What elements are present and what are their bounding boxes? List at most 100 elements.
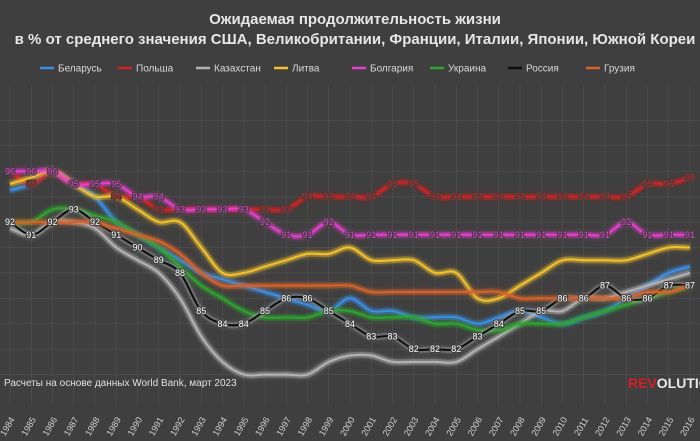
data-label: 94 [536, 192, 546, 202]
data-label: 91 [451, 230, 461, 240]
data-label: 87 [664, 281, 674, 291]
data-label: 93 [196, 204, 206, 214]
legend-entry: Украина [448, 64, 487, 75]
data-label: 86 [621, 293, 631, 303]
series-line [10, 220, 691, 300]
legend-entry: Казахстан [214, 64, 261, 75]
data-label: 85 [324, 306, 334, 316]
data-label: 86 [642, 293, 652, 303]
data-label: 94 [430, 192, 440, 202]
legend-entry: Болгария [370, 64, 413, 75]
data-label: 91 [557, 230, 567, 240]
data-label: 94 [579, 192, 589, 202]
series-line [9, 170, 691, 302]
data-label: 94 [132, 192, 142, 202]
x-tick-label: 2013 [614, 415, 633, 437]
data-label: 86 [557, 293, 567, 303]
x-tick-label: 1999 [317, 415, 336, 437]
data-label: 82 [409, 344, 419, 354]
x-tick-label: 1995 [232, 415, 251, 437]
data-label: 95 [69, 179, 79, 189]
x-tick-label: 2012 [593, 415, 612, 437]
chart-title: Ожидаемая продолжительность жизни [209, 11, 501, 28]
series-group [8, 167, 691, 379]
data-labels: 96 95 96 95 95 94 94 93 93 93 93 93 93 93 94 94 94 94 95 95… [4, 165, 696, 355]
data-label: 87 [685, 281, 695, 291]
data-label: 91 [302, 230, 312, 240]
data-label: 94 [621, 192, 631, 202]
data-label: 93 [175, 204, 185, 214]
data-label: 94 [472, 192, 482, 202]
data-label: 94 [132, 192, 142, 202]
x-tick-label: 2006 [466, 415, 485, 437]
series-line [9, 169, 690, 238]
x-tick-label: 1988 [83, 415, 102, 437]
data-label: 91 [366, 230, 376, 240]
data-label: 92 [621, 217, 631, 227]
data-label: 91 [281, 230, 291, 240]
data-label: 82 [451, 344, 461, 354]
legend-entry: Польша [136, 64, 174, 75]
legend-entry: Литва [292, 64, 320, 75]
x-tick-label: 1990 [126, 415, 145, 437]
x-tick-label: 1987 [62, 415, 81, 437]
x-tick-label: 2010 [551, 415, 570, 437]
data-label: 86 [281, 293, 291, 303]
x-tick-label: 1998 [296, 415, 315, 437]
data-label: 94 [324, 192, 334, 202]
x-tick-label: 1996 [253, 415, 272, 437]
legend-entry: Россия [526, 64, 559, 75]
data-label: 84 [217, 319, 227, 329]
brand-logo-part-1: REV [628, 375, 657, 391]
data-label: 85 [515, 306, 525, 316]
data-label: 93 [217, 204, 227, 214]
data-label: 91 [409, 230, 419, 240]
data-label: 89 [154, 255, 164, 265]
data-label: 95 [90, 179, 100, 189]
data-label: 92 [90, 217, 100, 227]
legend-entry: Грузия [604, 64, 635, 75]
series-line [9, 207, 691, 332]
data-label: 94 [557, 192, 567, 202]
data-label: 91 [536, 230, 546, 240]
x-tick-label: 1997 [274, 415, 293, 437]
data-label: 95 [26, 179, 36, 189]
data-label: 88 [175, 268, 185, 278]
data-label: 95 [387, 179, 397, 189]
source-note: Расчеты на основе данных World Bank, мар… [4, 378, 237, 389]
data-label: 95 [90, 179, 100, 189]
data-label: 94 [451, 192, 461, 202]
data-label: 96 [26, 166, 36, 176]
data-label: 93 [196, 204, 206, 214]
data-label: 93 [260, 204, 270, 214]
data-label: 93 [217, 204, 227, 214]
data-label: 91 [472, 230, 482, 240]
x-tick-label: 2005 [444, 415, 463, 437]
data-label: 82 [430, 344, 440, 354]
data-label: 91 [642, 230, 652, 240]
data-label: 96 [47, 166, 57, 176]
data-label: 83 [366, 331, 376, 341]
x-tick-label: 2007 [487, 415, 506, 437]
data-label: 87 [600, 281, 610, 291]
data-label: 96 [5, 166, 15, 176]
data-label: 91 [111, 230, 121, 240]
x-tick-label: 2004 [423, 415, 442, 437]
x-tick-label: 1985 [19, 415, 38, 437]
legend-entry: Беларусь [58, 64, 102, 75]
chart-subtitle: в % от среднего значения США, Великобрит… [15, 31, 696, 48]
data-label: 91 [515, 230, 525, 240]
x-tick-label: 2000 [338, 415, 357, 437]
x-tick-label: 1986 [41, 415, 60, 437]
data-label: 91 [664, 230, 674, 240]
x-axis: 1984 1985 1986 1987 1988 1989 1990 1991 1992 1993… [0, 415, 697, 437]
data-label: 94 [111, 192, 121, 202]
data-label: 96 [5, 166, 15, 176]
data-label: 93 [175, 204, 185, 214]
legend: Беларусь Польша Казахстан Литва Болгария Укра… [40, 64, 635, 75]
data-label: 95 [664, 179, 674, 189]
data-label: 95 [69, 179, 79, 189]
x-tick-label: 2002 [381, 415, 400, 437]
x-tick-label: 1989 [104, 415, 123, 437]
x-tick-label: 1994 [211, 415, 230, 437]
